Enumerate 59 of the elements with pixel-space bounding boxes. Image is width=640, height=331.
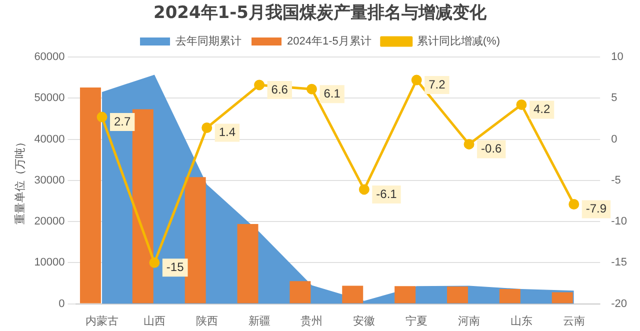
point (516, 99, 527, 110)
data-label: -7.9 (586, 202, 607, 216)
data-label: 7.2 (428, 77, 446, 92)
data-label: -6.1 (376, 186, 398, 201)
point (464, 138, 474, 150)
point (202, 122, 212, 133)
legend-label: 累计同比增减(%) (416, 34, 500, 48)
point (254, 80, 265, 90)
point (96, 112, 108, 122)
point (306, 84, 317, 94)
point (149, 257, 160, 268)
legend-label: 2024年1-5月累计 (287, 34, 372, 48)
y2-tick-label: -10 (611, 216, 628, 228)
y-tick-label: 30000 (34, 174, 65, 186)
x-tick-label: 宁夏 (406, 314, 428, 328)
x-tick-label: 新疆 (248, 314, 270, 328)
y-tick-label: 60000 (34, 51, 65, 64)
data-label: 1.4 (218, 125, 236, 140)
data-label: 6.1 (324, 86, 341, 100)
chart-title: 2024年1-5月我国煤炭产量排名与增减变化 (152, 2, 488, 25)
x-tick-label: 陕西 (196, 315, 218, 328)
y2-tick-label: 10 (611, 51, 624, 64)
bar (237, 224, 258, 304)
data-label: 2.7 (114, 114, 132, 128)
bar (290, 281, 311, 304)
y-tick-label: 0 (58, 298, 65, 310)
x-tick-label: 山西 (143, 314, 166, 328)
data-label: -0.6 (481, 142, 502, 156)
y-tick-label: 40000 (34, 133, 65, 146)
y2-tick-label: 5 (611, 92, 618, 104)
bar (184, 177, 206, 304)
x-tick-label: 安徽 (353, 314, 376, 328)
bar (132, 109, 154, 304)
x-tick-label: 山东 (510, 314, 532, 328)
point (411, 74, 422, 86)
point (358, 184, 370, 195)
y2-tick-label: -20 (611, 298, 628, 310)
y-axis-title: 重量单位（万吨） (14, 136, 27, 224)
y-tick-label: 50000 (34, 92, 65, 104)
bar (394, 286, 416, 304)
bar (342, 286, 364, 304)
data-label: -15 (166, 260, 184, 274)
data-label: 6.6 (271, 82, 288, 96)
x-tick-label: 贵州 (300, 314, 323, 328)
y-tick-label: 20000 (34, 216, 65, 228)
point (568, 199, 580, 210)
legend-label: 去年同期累计 (176, 34, 242, 48)
y2-tick-label: 0 (611, 133, 618, 146)
bar (80, 87, 101, 304)
bar (552, 292, 573, 304)
y2-tick-label: -5 (611, 174, 621, 186)
bar (499, 288, 520, 304)
data-label: 4.2 (533, 102, 550, 116)
x-tick-label: 内蒙古 (86, 314, 119, 328)
y2-tick-label: -15 (611, 256, 628, 269)
bar (447, 286, 468, 304)
x-tick-label: 云南 (562, 314, 585, 328)
y-tick-label: 10000 (34, 256, 65, 269)
x-tick-label: 河南 (458, 314, 480, 328)
